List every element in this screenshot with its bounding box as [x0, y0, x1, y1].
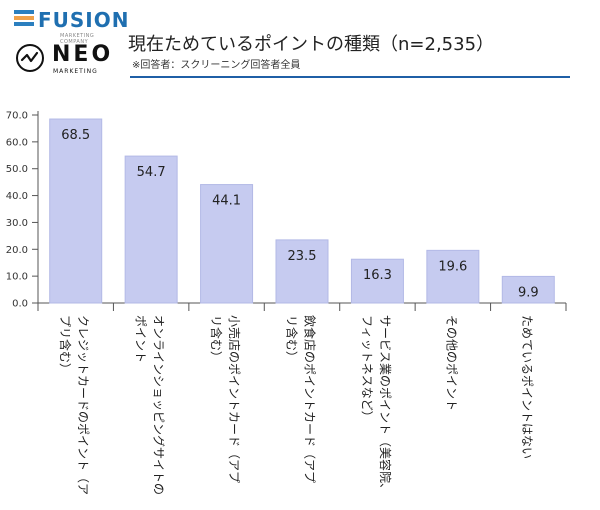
fusion-logo-icon [14, 10, 34, 32]
y-tick-label: 20.0 [6, 245, 28, 256]
x-category-label: ためているポイントはない [520, 315, 534, 459]
x-category-label: プリ含む） [58, 315, 73, 375]
neo-logo-tagline: MARKETING [53, 68, 98, 75]
fusion-logo-name: FUSION [38, 8, 130, 32]
bar-value-label: 23.5 [288, 249, 317, 264]
y-tick-label: 50.0 [6, 164, 28, 175]
bar-value-label: 19.6 [438, 259, 467, 274]
x-category-label: 飲食店のポイントカード（アプ [303, 315, 318, 483]
chart-title: 現在ためているポイントの種類（n=2,535） [128, 34, 495, 55]
bar-value-label: 9.9 [518, 285, 539, 300]
fusion-logo: FUSION MARKETING COMPANY [14, 8, 129, 45]
bar-value-label: 68.5 [61, 128, 90, 143]
y-tick-label: 70.0 [6, 111, 28, 122]
chart-subtitle: ※回答者：スクリーニング回答者全員 [132, 60, 301, 71]
x-category-label: フィットネスなど） [360, 315, 374, 423]
bar [275, 239, 329, 304]
bar [49, 118, 103, 304]
x-category-label: その他のポイント [444, 315, 458, 411]
y-tick-label: 30.0 [6, 218, 28, 229]
y-tick-label: 40.0 [6, 191, 28, 202]
x-category-label: サービス業のポイント（美容院、 [378, 315, 393, 495]
neo-logo-icon [16, 44, 44, 72]
bar-value-label: 54.7 [137, 165, 166, 180]
y-tick-label: 10.0 [6, 272, 28, 283]
x-category-label: 小売店のポイントカード（アプ [227, 315, 242, 483]
header-rule [130, 76, 570, 78]
bar-value-label: 44.1 [212, 194, 241, 209]
fusion-logo-tagline: MARKETING COMPANY [60, 33, 95, 45]
x-category-label: オンラインショッピングサイトの [152, 315, 166, 495]
x-category-label: リ含む） [285, 315, 300, 363]
bar [124, 155, 178, 304]
x-category-label: クレジットカードのポイント（ア [76, 315, 90, 495]
bar [501, 275, 555, 304]
y-tick-label: 60.0 [6, 137, 28, 148]
bar [200, 184, 254, 304]
bar [426, 249, 480, 304]
x-category-label: ポイント [134, 315, 148, 363]
bar-value-label: 16.3 [363, 268, 392, 283]
x-category-label: リ含む） [209, 315, 224, 363]
bar [350, 258, 404, 304]
neo-logo-name: NEO [52, 42, 114, 67]
y-tick-label: 0.0 [12, 299, 28, 310]
neo-logo: NEO MARKETING [16, 42, 126, 78]
